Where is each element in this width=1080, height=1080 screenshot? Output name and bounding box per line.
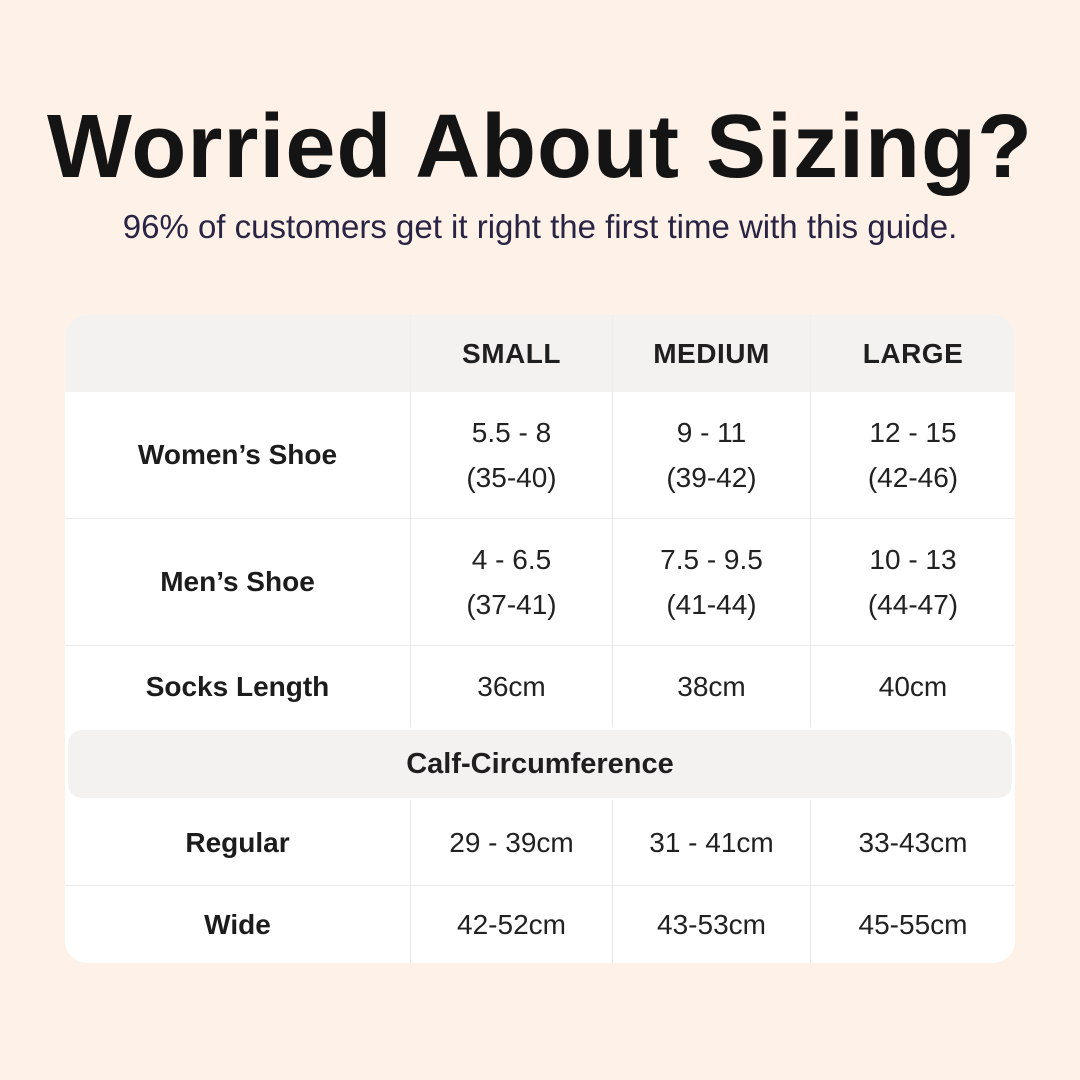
header-cell-medium: MEDIUM (612, 315, 810, 392)
cell-medium: 43-53cm (612, 886, 810, 963)
cell-large: 45-55cm (810, 886, 1015, 963)
header-cell-blank (65, 315, 410, 392)
cell-medium: 7.5 - 9.5 (41-44) (612, 519, 810, 645)
page-subtitle: 96% of customers get it right the first … (122, 208, 958, 245)
cell-large: 33-43cm (810, 800, 1015, 885)
row-label: Socks Length (145, 670, 330, 702)
table-row-wide: Wide 42-52cm 43-53cm 45-55cm (65, 885, 1015, 963)
row-label: Men’s Shoe (160, 566, 315, 597)
page-title: Worried About Sizing? (47, 97, 1033, 197)
table-row-socks-length: Socks Length 36cm 38cm 40cm (65, 645, 1015, 727)
cell-medium: 9 - 11 (39-42) (612, 392, 810, 518)
row-label: Regular (185, 826, 290, 858)
row-label: Wide (204, 908, 271, 940)
cell-small: 29 - 39cm (410, 800, 612, 885)
cell-medium: 38cm (612, 646, 810, 727)
table-header-row: SMALL MEDIUM LARGE (65, 315, 1015, 392)
cell-large: 12 - 15 (42-46) (810, 392, 1015, 518)
row-label: Women’s Shoe (137, 439, 338, 470)
table-row-regular: Regular 29 - 39cm 31 - 41cm 33-43cm (65, 800, 1015, 885)
table-row-mens-shoe: Men’s Shoe 4 - 6.5 (37-41) 7.5 - 9.5 (41… (65, 518, 1015, 645)
cell-small: 5.5 - 8 (35-40) (410, 392, 612, 518)
cell-large: 40cm (810, 646, 1015, 727)
calf-section-header: Calf-Circumference (68, 730, 1012, 798)
cell-large: 10 - 13 (44-47) (810, 519, 1015, 645)
cell-medium: 31 - 41cm (612, 800, 810, 885)
cell-small: 4 - 6.5 (37-41) (410, 519, 612, 645)
header-cell-large: LARGE (810, 315, 1015, 392)
calf-section: Calf-Circumference (65, 727, 1015, 800)
table-row-womens-shoe: Women’s Shoe 5.5 - 8 (35-40) 9 - 11 (39-… (65, 392, 1015, 518)
cell-small: 36cm (410, 646, 612, 727)
cell-small: 42-52cm (410, 886, 612, 963)
size-table: SMALL MEDIUM LARGE Women’s Shoe 5.5 - 8 … (65, 315, 1015, 963)
header-cell-small: SMALL (410, 315, 612, 392)
